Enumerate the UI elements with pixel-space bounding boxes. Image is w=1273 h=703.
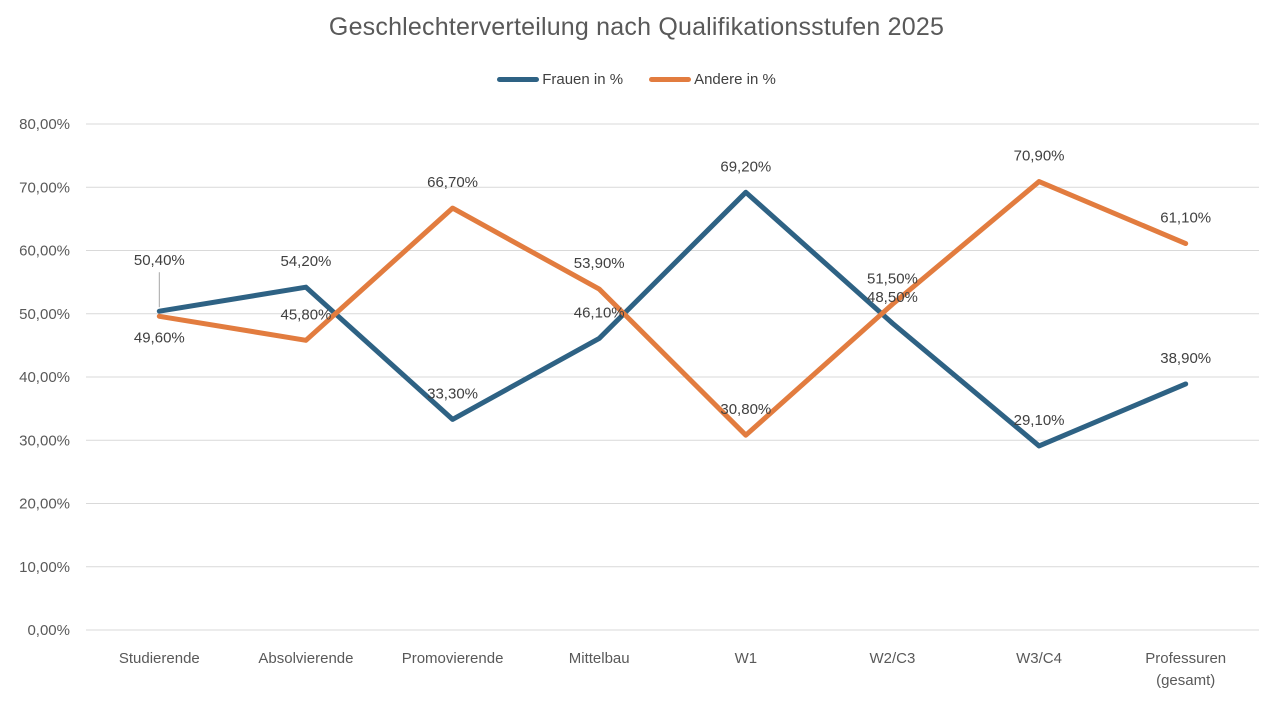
andere-line [156, 179, 1189, 438]
legend-label-frauen: Frauen in % [542, 71, 624, 88]
x-category-label: W2/C3 [870, 650, 916, 667]
x-category-label: Promovierende [402, 650, 504, 667]
y-tick-label: 50,00% [19, 306, 70, 323]
frauen-data-label: 33,30% [427, 385, 478, 402]
frauen-data-label: 54,20% [281, 253, 332, 270]
x-category-label: Studierende [119, 650, 200, 667]
x-category-label: Mittelbau [569, 650, 630, 667]
y-tick-label: 0,00% [27, 622, 70, 639]
legend: Frauen in % Andere in % [0, 71, 1273, 88]
frauen-data-label: 46,10% [574, 304, 625, 321]
legend-item-frauen: Frauen in % [497, 71, 623, 88]
y-tick-label: 70,00% [19, 179, 70, 196]
frauen-data-label: 48,50% [867, 289, 918, 306]
andere-line-swatch-icon [649, 77, 692, 82]
legend-label-andere: Andere in % [694, 71, 776, 88]
y-tick-label: 20,00% [19, 496, 70, 513]
y-tick-label: 60,00% [19, 243, 70, 260]
andere-data-label: 51,50% [867, 270, 918, 287]
andere-data-label: 61,10% [1160, 210, 1211, 227]
y-tick-label: 30,00% [19, 432, 70, 449]
frauen-line-swatch-icon [497, 77, 540, 82]
frauen-data-label: 69,20% [720, 158, 771, 175]
legend-item-andere: Andere in % [649, 71, 776, 88]
frauen-data-label: 29,10% [1014, 412, 1065, 429]
andere-data-label: 49,60% [134, 329, 185, 346]
frauen-data-label: 50,40% [134, 252, 185, 269]
x-category-label: W1 [735, 650, 758, 667]
andere-data-label: 70,90% [1014, 148, 1065, 165]
frauen-data-label: 38,90% [1160, 350, 1211, 367]
x-category-label: Professuren (gesamt) [1145, 650, 1226, 689]
x-category-label: W3/C4 [1016, 650, 1062, 667]
andere-data-label: 66,70% [427, 174, 478, 191]
y-tick-label: 40,00% [19, 369, 70, 386]
y-tick-label: 10,00% [19, 559, 70, 576]
y-tick-label: 80,00% [19, 116, 70, 133]
andere-data-label: 53,90% [574, 255, 625, 272]
frauen-line [156, 189, 1189, 449]
chart-title: Geschlechterverteilung nach Qualifikatio… [328, 13, 945, 41]
x-category-label: Absolvierende [258, 650, 353, 667]
andere-data-label: 45,80% [281, 306, 332, 323]
andere-data-label: 30,80% [720, 401, 771, 418]
